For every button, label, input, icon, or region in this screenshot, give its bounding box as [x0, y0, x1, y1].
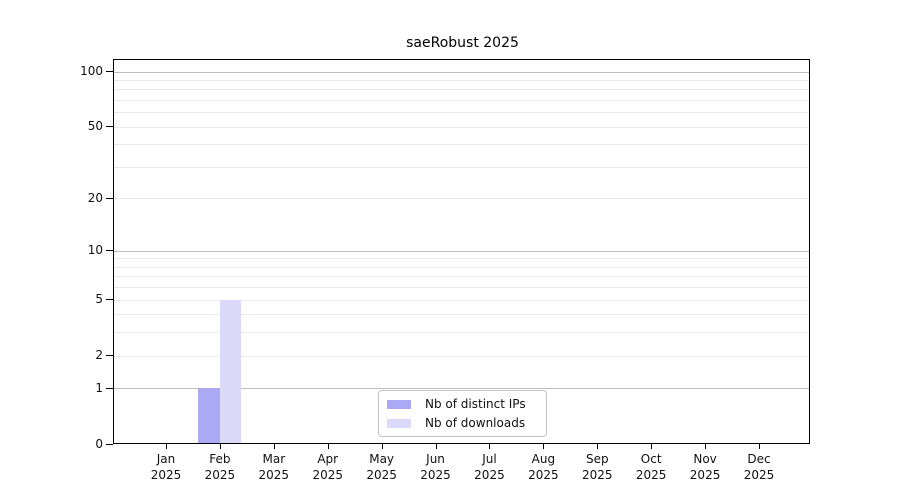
y-gridline-major — [114, 250, 809, 252]
y-gridline-minor — [114, 299, 809, 301]
x-axis-tick — [543, 444, 545, 449]
x-tick-label: Jan 2025 — [138, 451, 194, 483]
x-tick-year: 2025 — [528, 468, 559, 482]
x-tick-year: 2025 — [635, 468, 667, 482]
x-axis-tick — [381, 444, 383, 449]
x-tick-month: Nov — [693, 452, 717, 466]
legend-label-distinct-ips: Nb of distinct IPs — [425, 397, 526, 411]
y-tick-label: 0 — [95, 437, 103, 451]
y-gridline-minor — [114, 89, 809, 91]
x-tick-month: Dec — [747, 452, 771, 466]
x-tick-month: Aug — [531, 452, 556, 466]
x-tick-label: Mar 2025 — [246, 451, 302, 483]
y-tick-label: 10 — [87, 243, 103, 258]
x-tick-month: Jan — [156, 452, 176, 466]
x-axis-tick — [705, 444, 707, 449]
y-gridline-minor — [114, 112, 809, 114]
y-axis-tick — [106, 444, 113, 445]
y-gridline-major — [114, 388, 809, 390]
x-tick-label: Sep 2025 — [569, 451, 625, 483]
y-axis-tick — [106, 71, 113, 72]
y-tick-label: 5 — [95, 292, 103, 307]
y-gridline-minor — [114, 99, 809, 101]
y-gridline-minor — [114, 276, 809, 278]
y-axis-tick — [106, 126, 113, 128]
x-tick-month: May — [369, 452, 395, 466]
y-gridline-minor — [114, 355, 809, 357]
y-gridline-minor — [114, 198, 809, 200]
y-tick-label: 1 — [95, 380, 103, 395]
y-tick-label: 100 — [80, 64, 103, 78]
x-axis-tick — [435, 444, 437, 449]
x-tick-month: Oct — [640, 452, 662, 466]
x-tick-label: Jul 2025 — [461, 451, 517, 483]
x-tick-label: Oct 2025 — [623, 451, 679, 483]
x-axis-tick — [597, 444, 599, 449]
bar-downloads — [219, 299, 242, 444]
legend-item-distinct-ips: Nb of distinct IPs — [387, 397, 546, 411]
x-axis-tick — [219, 444, 221, 449]
y-axis-tick — [106, 197, 113, 199]
x-tick-year: 2025 — [258, 468, 290, 482]
x-tick-label: Feb 2025 — [192, 451, 248, 483]
y-gridline-minor — [114, 332, 809, 334]
x-tick-year: 2025 — [689, 468, 721, 482]
x-tick-month: Jun — [426, 452, 445, 466]
x-tick-year: 2025 — [204, 468, 236, 482]
x-axis-tick — [166, 444, 167, 449]
legend-item-downloads: Nb of downloads — [387, 416, 546, 430]
x-tick-label: Dec 2025 — [731, 451, 787, 483]
y-axis-tick — [106, 355, 113, 357]
y-tick-label: 2 — [95, 348, 103, 363]
x-axis-tick — [327, 444, 329, 449]
x-tick-year: 2025 — [312, 468, 343, 482]
y-gridline-minor — [114, 314, 809, 316]
bar-distinct-ips — [198, 388, 220, 444]
legend-swatch-distinct-ips — [387, 399, 411, 409]
x-axis-tick — [758, 444, 760, 449]
x-axis-tick — [651, 444, 653, 449]
legend-swatch-downloads — [387, 418, 411, 428]
chart-title: saeRobust 2025 — [406, 35, 519, 51]
plot-area — [113, 59, 810, 444]
y-axis-tick — [106, 250, 113, 252]
x-tick-month: Apr — [317, 452, 339, 466]
x-tick-month: Mar — [262, 452, 286, 466]
y-axis-tick — [106, 299, 113, 301]
x-tick-month: Jul — [482, 452, 497, 466]
y-tick-label: 50 — [87, 119, 103, 134]
y-gridline-major — [114, 71, 809, 73]
x-tick-month: Sep — [585, 452, 609, 466]
x-tick-year: 2025 — [581, 468, 613, 482]
x-tick-year: 2025 — [150, 468, 182, 482]
y-axis-tick — [106, 387, 113, 389]
y-gridline-minor — [114, 79, 809, 81]
x-tick-month: Feb — [209, 452, 231, 466]
y-gridline-minor — [114, 266, 809, 268]
y-tick-label: 20 — [87, 190, 103, 205]
x-tick-year: 2025 — [366, 468, 397, 482]
x-tick-year: 2025 — [743, 468, 775, 482]
y-gridline-minor — [114, 126, 809, 128]
x-tick-year: 2025 — [420, 468, 451, 482]
y-gridline-minor — [114, 287, 809, 289]
x-axis-tick — [273, 444, 275, 449]
x-tick-label: Jun 2025 — [408, 451, 464, 483]
x-tick-year: 2025 — [474, 468, 505, 482]
y-gridline-minor — [114, 144, 809, 146]
legend-label-downloads: Nb of downloads — [425, 416, 526, 430]
x-tick-label: Apr 2025 — [300, 451, 356, 483]
y-gridline-minor — [114, 258, 809, 260]
x-tick-label: Nov 2025 — [677, 451, 733, 483]
x-tick-label: Aug 2025 — [515, 451, 571, 483]
x-tick-label: May 2025 — [354, 451, 410, 483]
y-gridline-minor — [114, 166, 809, 168]
x-axis-tick — [489, 444, 491, 449]
legend: Nb of distinct IPs Nb of downloads — [378, 390, 547, 437]
